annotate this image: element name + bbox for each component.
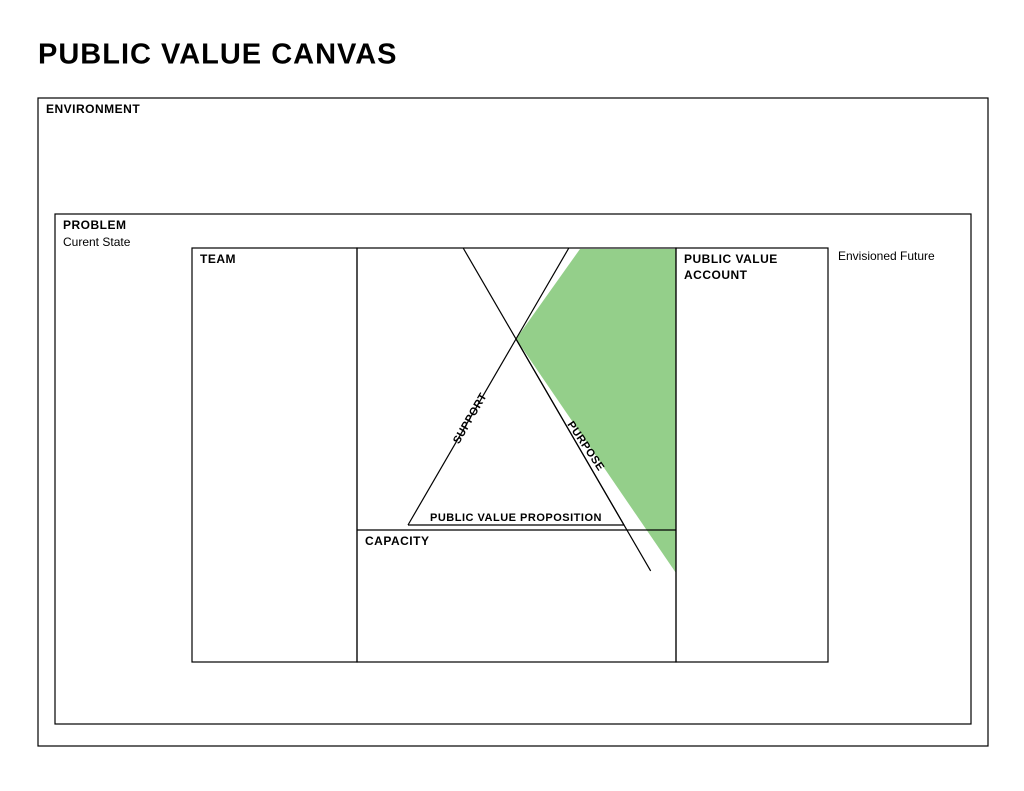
problem-label: PROBLEM	[63, 218, 127, 232]
page-title: PUBLIC VALUE CANVAS	[38, 39, 398, 72]
environment-frame	[38, 98, 988, 746]
environment-label: ENVIRONMENT	[46, 102, 140, 116]
team-box	[192, 248, 357, 662]
proposition-label: PUBLIC VALUE PROPOSITION	[430, 512, 602, 524]
account-box	[676, 248, 828, 662]
envisioned-future-label: Envisioned Future	[838, 249, 935, 263]
canvas-diagram: SUPPORT PURPOSE PUBLIC VALUE PROPOSITION	[0, 0, 1024, 791]
support-label: SUPPORT	[451, 391, 490, 446]
account-label-line2: ACCOUNT	[684, 268, 748, 282]
current-state-label: Curent State	[63, 235, 130, 249]
team-label: TEAM	[200, 252, 236, 266]
capacity-label: CAPACITY	[365, 534, 429, 548]
account-label-line1: PUBLIC VALUE	[684, 252, 778, 266]
